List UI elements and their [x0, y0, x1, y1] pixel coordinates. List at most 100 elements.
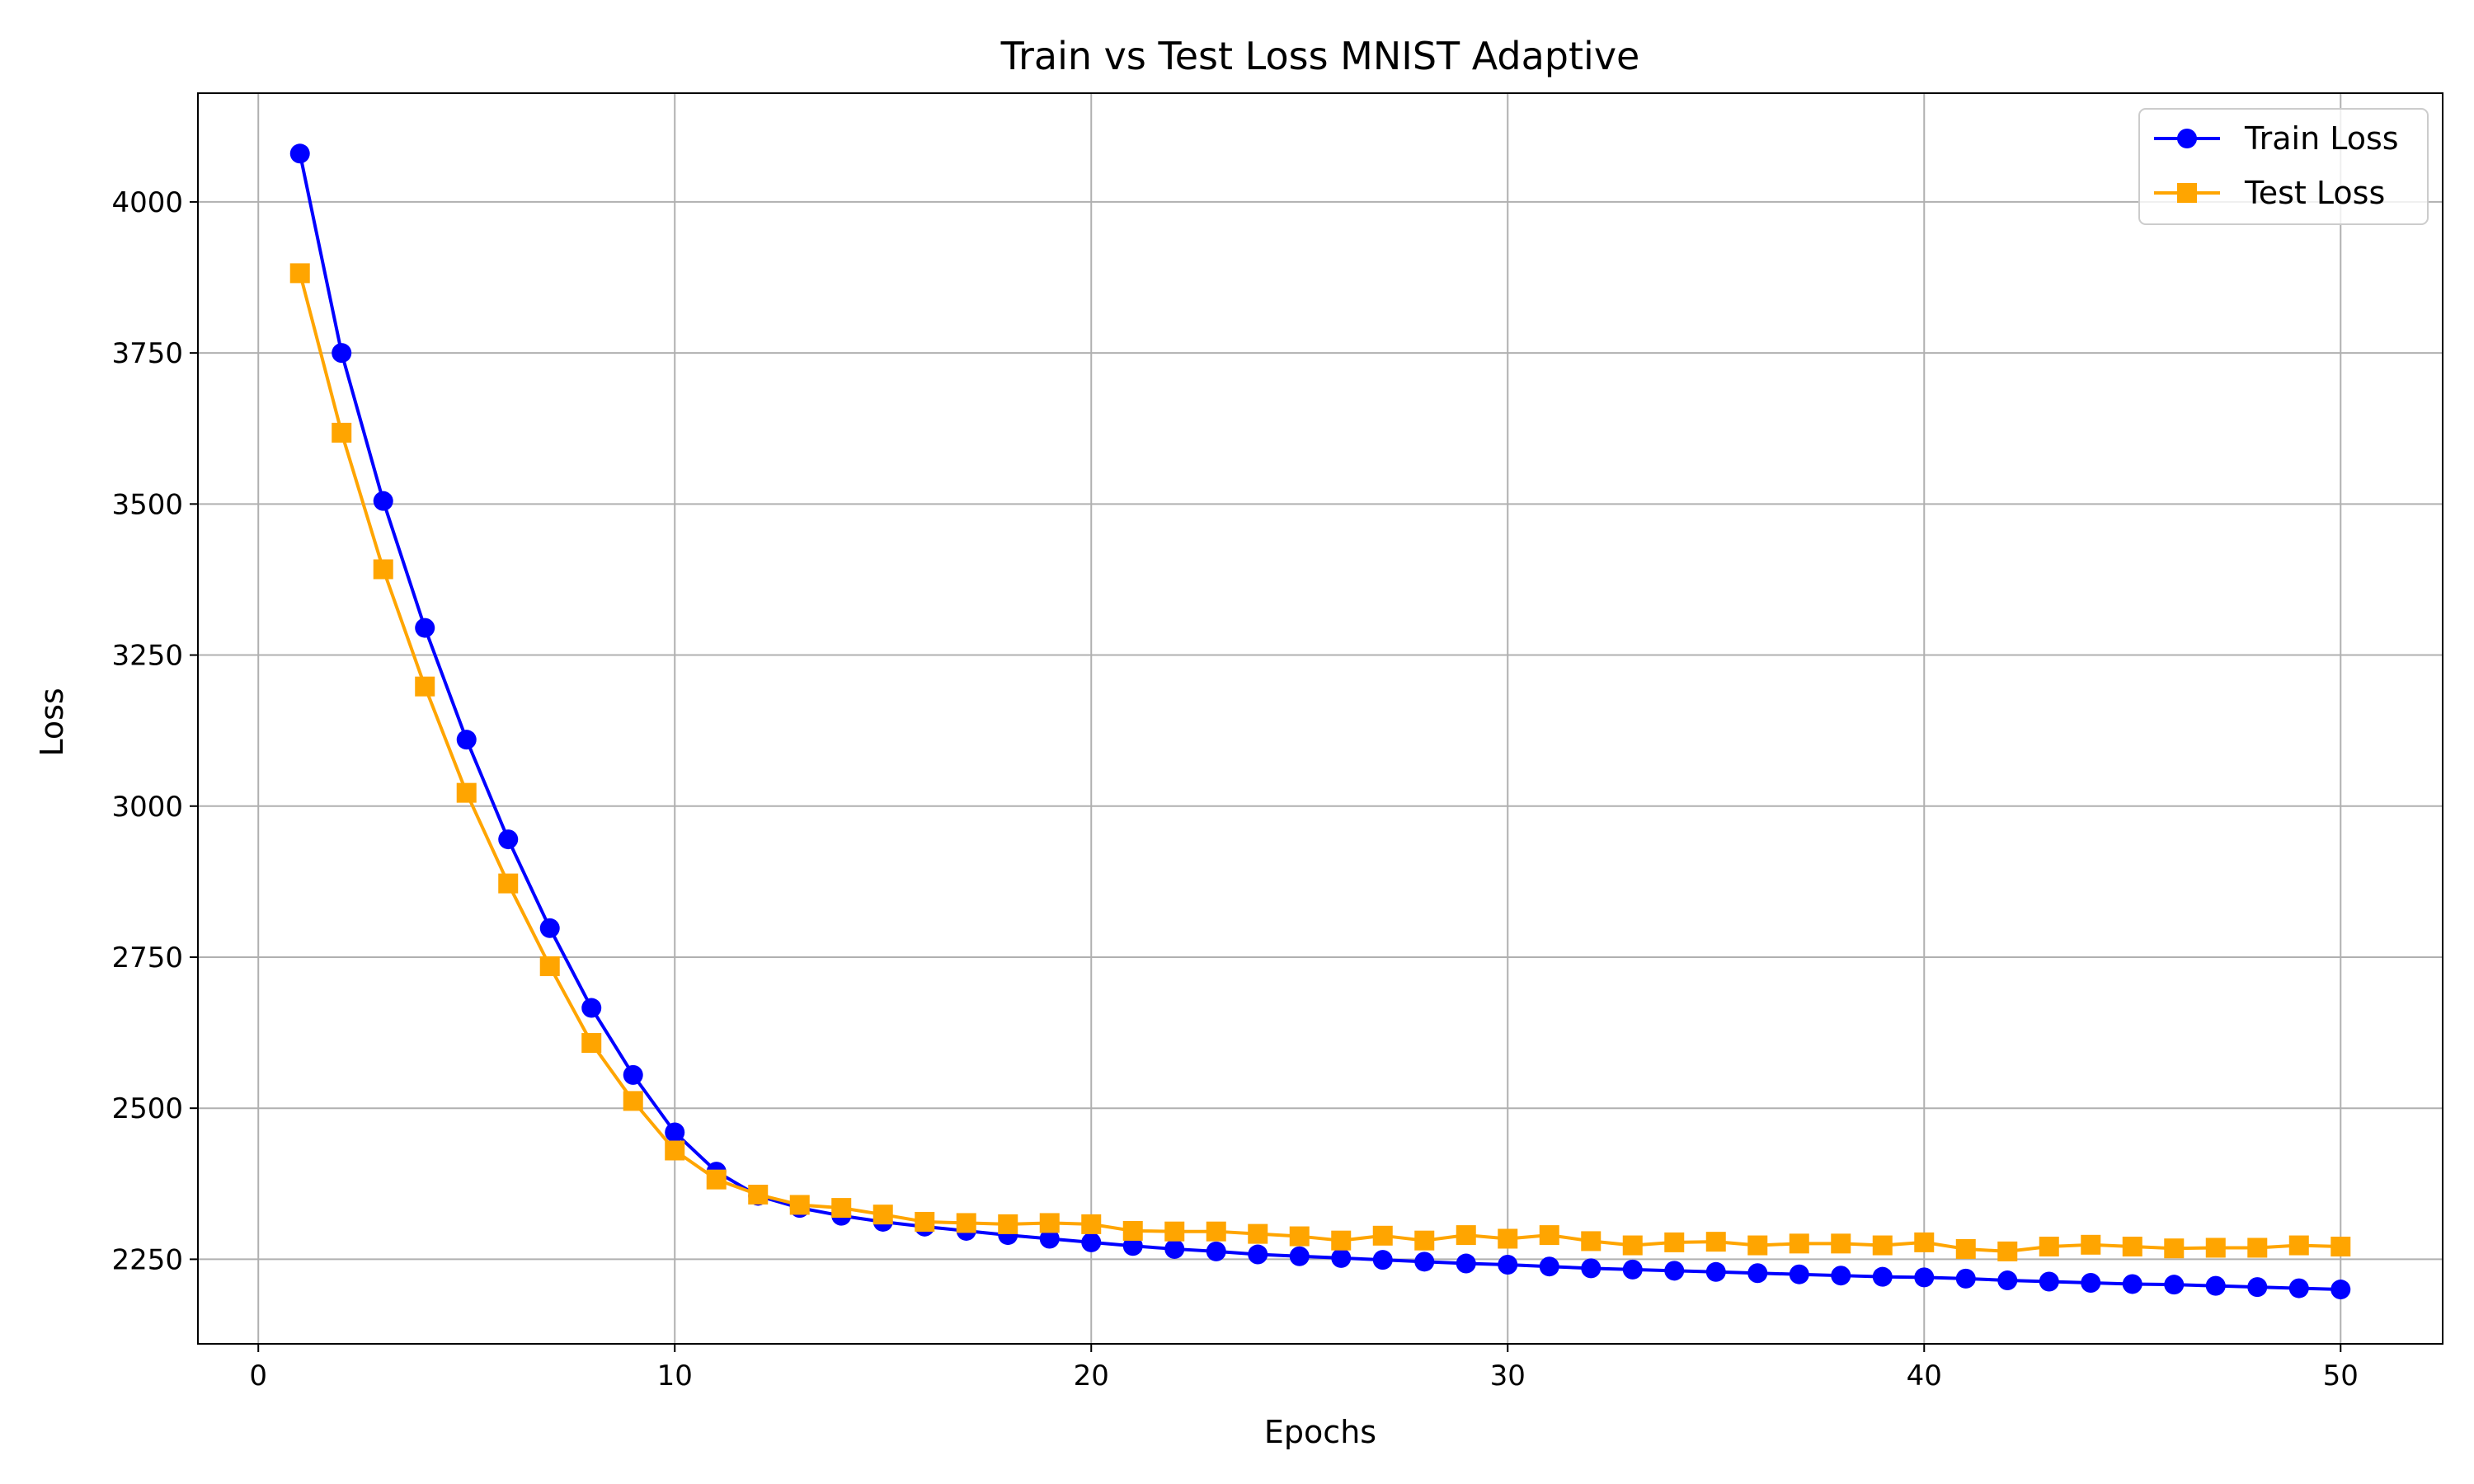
data-point [539, 956, 560, 976]
data-point [1206, 1241, 1226, 1261]
data-point [665, 1140, 685, 1161]
data-point [289, 143, 310, 164]
data-point [456, 730, 477, 750]
data-point [581, 1033, 602, 1054]
data-point [2164, 1238, 2185, 1259]
y-tick-label: 4000 [111, 186, 183, 219]
x-tick-label: 40 [1907, 1360, 1942, 1392]
data-point [1039, 1228, 1060, 1249]
data-point [872, 1205, 893, 1225]
y-tick-label: 2750 [111, 942, 183, 974]
data-point [456, 782, 477, 803]
data-point [1081, 1232, 1102, 1252]
data-point [789, 1195, 810, 1215]
data-point [1831, 1266, 1851, 1286]
data-point [1289, 1226, 1310, 1247]
data-point [1997, 1241, 2018, 1261]
data-point [1372, 1250, 1393, 1270]
data-point [1872, 1235, 1893, 1256]
x-tick-label: 30 [1490, 1360, 1526, 1392]
data-point [1581, 1258, 1602, 1279]
data-point [2205, 1275, 2226, 1296]
y-tick-label: 3000 [111, 791, 183, 824]
plot-frame [197, 92, 2443, 1345]
data-point [332, 422, 352, 443]
data-point [373, 491, 393, 511]
data-point [1164, 1221, 1185, 1242]
legend: Train Loss Test Loss [2138, 108, 2429, 225]
data-point [1622, 1235, 1643, 1256]
data-point [1664, 1261, 1685, 1281]
data-point [1914, 1232, 1935, 1252]
chart-title: Train vs Test Loss MNIST Adaptive [1000, 34, 1640, 78]
data-point [2247, 1237, 2268, 1258]
y-tick-label: 3750 [111, 337, 183, 370]
data-point [2039, 1271, 2059, 1292]
data-point [2247, 1277, 2268, 1298]
data-point [748, 1184, 769, 1205]
data-point [665, 1122, 685, 1143]
data-point [415, 618, 435, 638]
data-point [539, 918, 560, 938]
data-point [1789, 1264, 1809, 1284]
data-point [2081, 1234, 2101, 1255]
data-point [2039, 1237, 2059, 1257]
data-point [1955, 1268, 1976, 1289]
data-point [373, 559, 393, 580]
data-point [2164, 1275, 2185, 1295]
data-point [1414, 1252, 1435, 1272]
data-point [915, 1211, 935, 1232]
data-point [1789, 1233, 1809, 1254]
data-point [1456, 1225, 1476, 1246]
legend-marker [2177, 129, 2197, 148]
data-point [1081, 1214, 1102, 1234]
data-point [1456, 1253, 1476, 1274]
data-point [2122, 1274, 2142, 1294]
data-point [1581, 1231, 1602, 1252]
data-point [498, 829, 519, 850]
data-point [1747, 1235, 1768, 1256]
data-point [2205, 1237, 2226, 1258]
data-point [1539, 1256, 1559, 1277]
data-point [998, 1214, 1018, 1234]
data-point [2288, 1235, 2309, 1256]
data-point [289, 263, 310, 284]
data-point [1164, 1238, 1185, 1259]
legend-label: Train Loss [2244, 120, 2399, 157]
y-tick-label: 3250 [111, 640, 183, 673]
data-point [1248, 1244, 1268, 1265]
data-point [1331, 1247, 1352, 1268]
data-point [1997, 1270, 2018, 1291]
y-axis-ticks: 2250 2500 2750 3000 3250 3500 3750 4000 [111, 186, 198, 1276]
data-point [623, 1091, 643, 1111]
data-point [415, 676, 435, 697]
data-point [581, 998, 602, 1018]
data-point [1206, 1221, 1226, 1242]
legend-entry: Test Loss [2154, 175, 2385, 211]
legend-marker [2177, 183, 2197, 203]
y-tick-label: 2500 [111, 1092, 183, 1125]
x-axis-ticks: 0 10 20 30 40 50 [249, 1344, 2359, 1392]
data-point [1122, 1236, 1143, 1256]
y-axis-label: Loss [34, 688, 70, 756]
data-point [1331, 1230, 1352, 1251]
data-point [332, 343, 352, 364]
series-test-loss [289, 263, 2351, 1261]
data-point [1122, 1220, 1143, 1241]
data-point [1248, 1223, 1268, 1244]
legend-entry: Train Loss [2154, 120, 2399, 157]
data-point [2331, 1280, 2351, 1300]
data-point [2122, 1237, 2142, 1257]
data-point [2288, 1278, 2309, 1298]
data-point [1747, 1263, 1768, 1284]
x-axis-label: Epochs [1264, 1414, 1376, 1450]
data-point [498, 873, 519, 894]
x-tick-label: 50 [2323, 1360, 2359, 1392]
data-point [1872, 1266, 1893, 1287]
y-tick-label: 2250 [111, 1243, 183, 1276]
data-point [1831, 1233, 1851, 1254]
data-point [1705, 1261, 1726, 1282]
data-point [1498, 1228, 1518, 1249]
